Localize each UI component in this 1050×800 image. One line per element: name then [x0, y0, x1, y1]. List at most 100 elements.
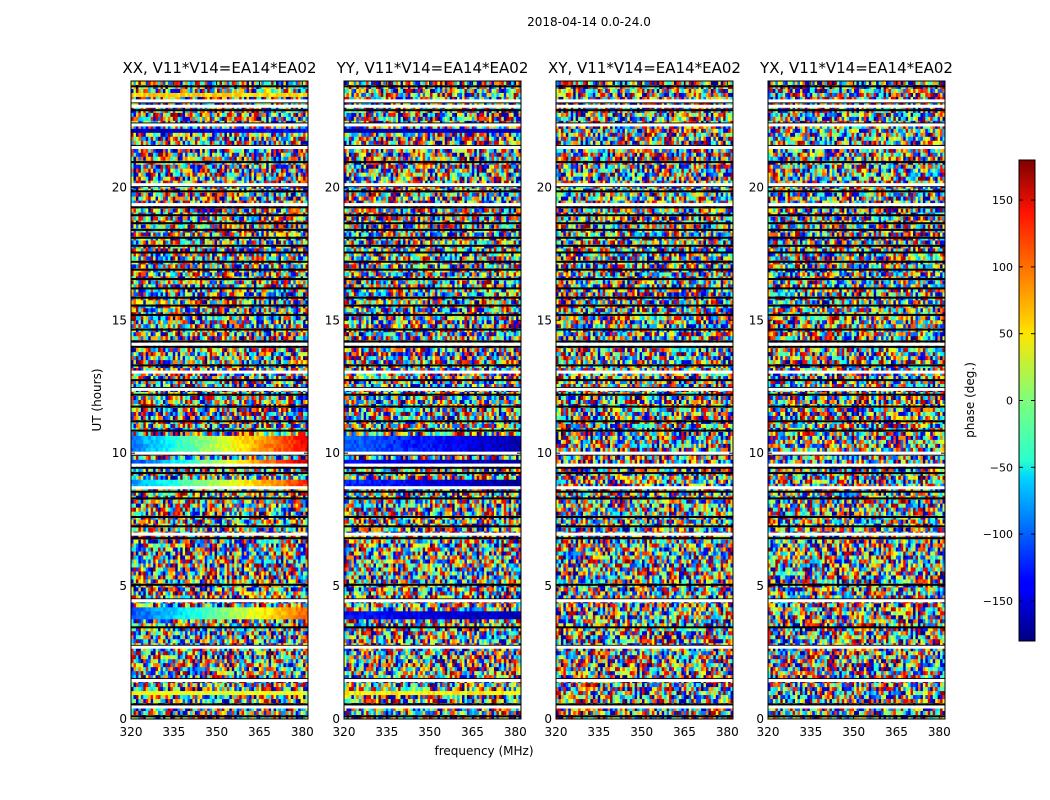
- heatmap-cell: [182, 248, 186, 253]
- heatmap-cell: [209, 96, 213, 102]
- heatmap-cell: [133, 172, 137, 177]
- heatmap-cell: [217, 172, 220, 177]
- heatmap-cell: [145, 208, 149, 213]
- heatmap-cell: [143, 216, 147, 221]
- heatmap-cell: [305, 116, 309, 122]
- heatmap-cell: [167, 176, 171, 181]
- heatmap-cell: [197, 324, 201, 329]
- heatmap-cell: [148, 324, 151, 329]
- heatmap-cell: [273, 112, 277, 118]
- heatmap-cell: [298, 96, 301, 102]
- heatmap-cell: [177, 168, 181, 174]
- heatmap-cell: [231, 128, 235, 134]
- heatmap-cell: [288, 196, 292, 201]
- heatmap-cell: [131, 164, 134, 170]
- heatmap-cell: [131, 132, 134, 138]
- heatmap-cell: [278, 196, 282, 201]
- heatmap-cell: [271, 140, 274, 146]
- heatmap-cell: [187, 200, 191, 205]
- heatmap-cell: [239, 352, 242, 357]
- heatmap-cell: [253, 248, 257, 253]
- heatmap-cell: [177, 356, 181, 361]
- heatmap-cell: [261, 224, 265, 229]
- heatmap-cell: [192, 140, 196, 146]
- heatmap-cell: [153, 240, 156, 245]
- heatmap-cell: [175, 264, 179, 269]
- heatmap-cell: [212, 316, 215, 321]
- heatmap-cell: [150, 92, 154, 98]
- heatmap-cell: [263, 180, 267, 185]
- heatmap-cell: [256, 300, 260, 305]
- heatmap-cell: [290, 128, 294, 134]
- heatmap-cell: [175, 132, 179, 138]
- heatmap-cell: [199, 140, 203, 146]
- heatmap-cell: [182, 132, 186, 138]
- heatmap-cell: [162, 300, 166, 305]
- heatmap-cell: [155, 176, 159, 181]
- heatmap-cell: [177, 180, 181, 185]
- heatmap-cell: [153, 224, 156, 229]
- heatmap-cell: [251, 140, 255, 146]
- heatmap-cell: [236, 316, 240, 321]
- heatmap-cell: [280, 192, 284, 197]
- heatmap-cell: [182, 216, 186, 221]
- heatmap-cell: [209, 300, 213, 305]
- heatmap-cell: [187, 136, 191, 142]
- heatmap-cell: [177, 232, 181, 237]
- heatmap-cell: [280, 300, 284, 305]
- heatmap-cell: [293, 156, 297, 162]
- heatmap-cell: [285, 216, 289, 221]
- heatmap-cell: [199, 232, 203, 237]
- heatmap-cell: [271, 348, 274, 353]
- heatmap-cell: [258, 320, 262, 325]
- heatmap-cell: [273, 128, 277, 134]
- heatmap-cell: [199, 320, 203, 325]
- heatmap-cell: [219, 152, 223, 158]
- heatmap-cell: [288, 172, 292, 177]
- heatmap-cell: [180, 92, 183, 98]
- heatmap-cell: [293, 320, 297, 325]
- heatmap-cell: [305, 252, 309, 257]
- heatmap-cell: [231, 224, 235, 229]
- heatmap-cell: [204, 288, 208, 293]
- heatmap-cell: [190, 272, 193, 277]
- heatmap-cell: [162, 128, 166, 134]
- heatmap-cell: [236, 292, 240, 297]
- heatmap-cell: [256, 316, 260, 321]
- heatmap-cell: [172, 308, 176, 313]
- heatmap-cell: [226, 180, 230, 185]
- heatmap-cell: [131, 156, 134, 162]
- heatmap-cell: [229, 180, 233, 185]
- heatmap-cell: [204, 216, 208, 221]
- heatmap-cell: [190, 256, 193, 261]
- heatmap-cell: [192, 96, 196, 102]
- heatmap-cell: [133, 224, 137, 229]
- heatmap-cell: [276, 352, 279, 357]
- heatmap-cell: [192, 352, 196, 357]
- heatmap-cell: [303, 216, 306, 221]
- heatmap-cell: [192, 324, 196, 329]
- heatmap-cell: [204, 176, 208, 181]
- heatmap-cell: [244, 112, 247, 118]
- heatmap-cell: [276, 240, 279, 245]
- heatmap-cell: [160, 148, 164, 154]
- heatmap-cell: [140, 216, 144, 221]
- heatmap-cell: [202, 252, 206, 257]
- heatmap-cell: [229, 136, 233, 142]
- heatmap-cell: [170, 88, 174, 94]
- heatmap-cell: [268, 224, 272, 229]
- heatmap-cell: [278, 92, 282, 98]
- heatmap-cell: [187, 280, 191, 285]
- heatmap-cell: [167, 192, 171, 197]
- heatmap-cell: [231, 81, 235, 86]
- heatmap-cell: [187, 320, 191, 325]
- heatmap-cell: [185, 308, 188, 313]
- heatmap-cell: [135, 352, 139, 357]
- heatmap-cell: [295, 112, 299, 118]
- heatmap-cell: [148, 292, 151, 297]
- heatmap-cell: [165, 176, 169, 181]
- heatmap-cell: [187, 180, 191, 185]
- heatmap-cell: [167, 152, 171, 158]
- heatmap-cell: [263, 152, 267, 158]
- heatmap-cell: [256, 224, 260, 229]
